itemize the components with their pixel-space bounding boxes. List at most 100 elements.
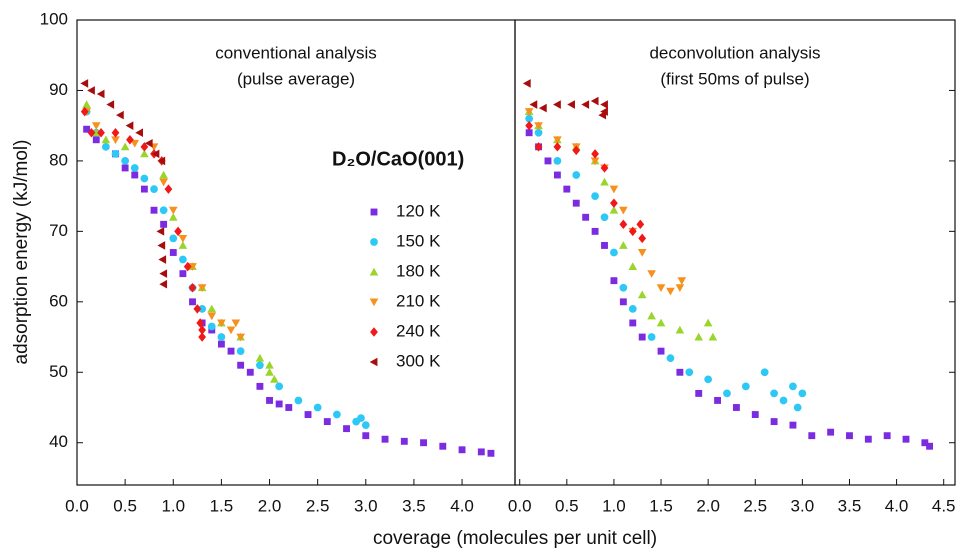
x-tick-label: 2.5 <box>306 496 330 515</box>
y-tick-label: 80 <box>49 150 68 169</box>
point <box>130 139 140 148</box>
point <box>524 108 534 116</box>
point <box>636 219 645 230</box>
point <box>168 212 178 221</box>
x-axis-label: coverage (molecules per unit cell) <box>373 528 657 549</box>
legend-label: 120 K <box>396 201 441 220</box>
point <box>619 206 628 215</box>
point <box>656 318 666 327</box>
legend-marker <box>370 238 378 246</box>
point <box>150 185 158 193</box>
point <box>135 128 144 138</box>
point <box>590 157 600 166</box>
point <box>102 142 110 151</box>
point <box>846 432 853 440</box>
point <box>522 79 531 88</box>
point <box>439 442 447 450</box>
y-tick-label: 50 <box>49 362 68 381</box>
point <box>151 149 160 159</box>
x-tick-label: 0.5 <box>113 496 137 515</box>
point <box>256 382 264 390</box>
point <box>91 128 101 137</box>
point <box>294 396 303 405</box>
point <box>217 333 226 341</box>
legend-marker <box>369 357 378 367</box>
left-panel-frame <box>76 19 516 486</box>
point <box>140 185 148 193</box>
point <box>600 100 608 109</box>
point <box>647 270 656 278</box>
point <box>619 283 628 292</box>
legend-label: 180 K <box>396 261 441 280</box>
x-tick-label: 0.5 <box>555 496 579 515</box>
point <box>313 403 322 412</box>
point <box>361 421 370 429</box>
point <box>723 389 731 398</box>
point <box>591 192 599 201</box>
x-tick-label: 1.0 <box>602 496 626 515</box>
point <box>156 227 165 236</box>
point <box>121 157 130 165</box>
point <box>629 319 637 327</box>
x-tick-label: 2.0 <box>696 496 720 515</box>
point <box>553 100 561 109</box>
point <box>106 100 115 109</box>
point <box>529 100 538 109</box>
point <box>534 128 543 137</box>
point <box>159 269 168 278</box>
point <box>381 435 389 443</box>
point <box>333 410 341 419</box>
point <box>111 136 120 145</box>
point <box>610 248 618 257</box>
point <box>695 389 703 397</box>
point <box>231 319 241 328</box>
point <box>197 284 207 293</box>
x-tick-label: 2.0 <box>258 496 282 515</box>
point <box>159 206 168 215</box>
x-tick-label: 1.5 <box>210 496 234 515</box>
point <box>169 234 178 243</box>
point <box>808 432 816 440</box>
y-tick-label: 100 <box>40 9 68 28</box>
point <box>92 136 100 144</box>
point <box>770 418 778 426</box>
point <box>164 184 173 194</box>
point <box>694 332 704 341</box>
point <box>193 304 202 314</box>
point <box>704 375 713 384</box>
point <box>256 361 264 370</box>
point <box>304 411 312 418</box>
point <box>572 199 580 207</box>
point <box>544 157 552 165</box>
point <box>265 360 274 369</box>
point <box>217 340 225 348</box>
point <box>864 435 872 443</box>
point <box>189 298 196 306</box>
point <box>601 242 608 249</box>
point <box>91 122 101 130</box>
point <box>638 233 647 244</box>
point <box>609 185 619 194</box>
y-tick-label: 90 <box>49 80 68 99</box>
point <box>159 279 168 289</box>
point <box>628 262 638 271</box>
point <box>760 368 769 377</box>
point <box>590 96 599 106</box>
right-panel-frame <box>514 19 956 486</box>
point <box>111 149 120 158</box>
point <box>675 325 685 334</box>
point <box>789 382 797 391</box>
point <box>487 449 495 457</box>
point <box>125 121 134 130</box>
x-tick-label: 4.5 <box>932 496 956 515</box>
point <box>188 282 197 293</box>
point <box>553 142 562 152</box>
point <box>275 382 284 391</box>
point <box>582 213 590 221</box>
point <box>677 277 687 285</box>
point <box>179 255 187 264</box>
point <box>101 135 111 144</box>
x-tick-label: 3.0 <box>354 496 378 515</box>
point <box>357 414 365 422</box>
legend-label: 150 K <box>396 231 441 250</box>
